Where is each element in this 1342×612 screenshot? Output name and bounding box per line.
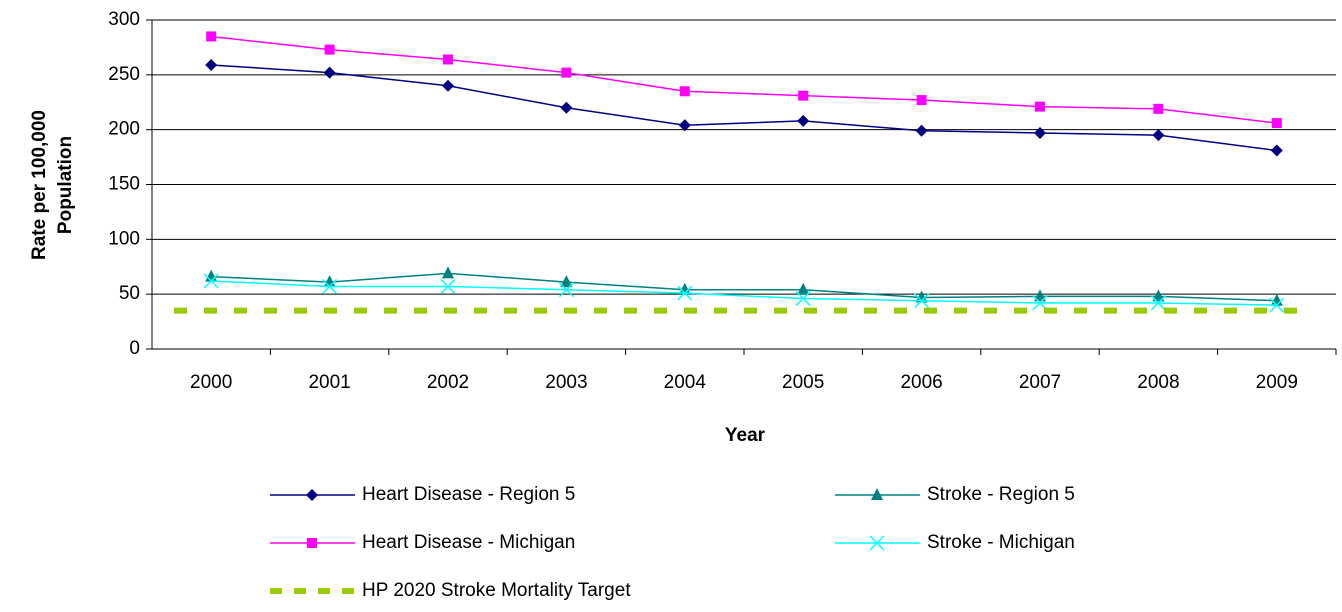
x-tick-label: 2009 [1256,372,1298,393]
marker [205,58,218,71]
marker [916,95,927,106]
marker [914,293,930,309]
y-tick-label: 200 [108,119,140,140]
y-axis-title: Rate per 100,000 Population [29,110,76,260]
marker [1032,295,1048,311]
marker [324,44,335,55]
marker [915,290,928,303]
x-tick-label: 2002 [427,372,469,393]
marker [206,31,217,42]
marker [205,269,218,282]
marker [442,266,454,279]
marker [1269,297,1285,313]
marker [915,124,928,137]
legend-marker [306,489,318,501]
marker [560,101,573,114]
marker [558,282,574,298]
marker [1270,144,1283,157]
y-axis-title-line: Population [55,136,76,234]
y-axis-title-line: Rate per 100,000 [29,110,50,260]
marker [798,90,809,101]
y-tick-label: 50 [119,283,140,304]
series-line [211,272,1277,302]
legend-marker [871,488,883,500]
x-axis-title: Year [725,425,766,446]
x-tick-label: 2001 [308,372,350,393]
marker [795,291,811,307]
legend-label: Stroke - Region 5 [927,484,1075,505]
x-tick-label: 2008 [1137,372,1179,393]
y-tick-label: 150 [108,174,140,195]
marker [323,66,336,79]
x-tick-label: 2007 [1019,372,1061,393]
legend-label: HP 2020 Stroke Mortality Target [362,580,631,601]
series-line [211,35,1277,124]
y-tick-label: 100 [108,228,140,249]
series-line [211,280,1277,306]
series-line [211,64,1277,152]
legend-label: Stroke - Michigan [927,532,1075,553]
x-tick-label: 2003 [545,372,587,393]
marker [679,86,690,97]
marker [1035,101,1045,112]
marker [443,54,453,65]
marker [1152,289,1165,302]
x-tick-label: 2004 [664,372,707,393]
marker [561,67,572,78]
y-tick-label: 0 [129,338,140,359]
x-tick-label: 2006 [900,372,942,393]
marker [797,114,810,127]
marker [203,273,219,289]
legend-label: Heart Disease - Region 5 [362,484,575,505]
marker [322,278,338,295]
marker [677,285,693,301]
marker [442,79,454,92]
marker [1150,295,1166,311]
marker [1153,103,1164,114]
legend-marker [869,535,885,551]
marker [1152,129,1165,142]
marker [1270,293,1283,306]
y-tick-label: 250 [108,64,140,85]
marker [1034,126,1046,139]
marker [1034,289,1046,302]
marker [1271,118,1282,129]
marker [560,275,573,288]
marker [797,282,810,295]
marker [440,278,456,295]
marker [678,119,691,132]
legend-label: Heart Disease - Michigan [362,532,575,553]
x-tick-label: 2005 [782,372,824,393]
y-tick-label: 300 [108,9,140,30]
marker [678,282,691,295]
legend-marker [307,538,317,548]
x-tick-label: 2000 [190,372,232,393]
